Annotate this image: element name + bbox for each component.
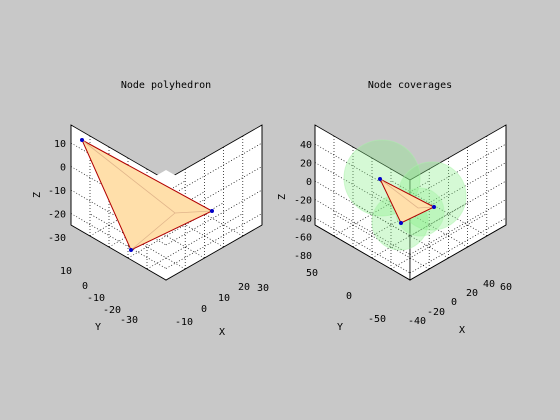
- gridline: [390, 213, 487, 270]
- left-title: Node polyhedron: [121, 80, 211, 91]
- x-tick-label: -10: [175, 317, 193, 328]
- x-tick-label: -40: [408, 316, 426, 327]
- left-polyhedron: [80, 138, 214, 252]
- z-tick-label: -20: [48, 210, 66, 221]
- polyhedron-inner-edge-2: [130, 212, 176, 251]
- x-tick-label: 20: [466, 288, 478, 299]
- gridline: [372, 191, 468, 248]
- polyhedron-inner-edge: [379, 178, 435, 209]
- y-tick-label: 10: [60, 266, 72, 277]
- gridline: [314, 217, 411, 274]
- polyhedron-node: [129, 248, 133, 252]
- right-title: Node coverages: [368, 80, 452, 91]
- y-tick-label: -10: [87, 293, 105, 304]
- z-tick-label: -80: [294, 251, 312, 262]
- right-ylabel: Y: [337, 322, 343, 333]
- polyhedron-node: [378, 177, 382, 181]
- left-xlabel: X: [219, 327, 225, 338]
- gridline: [409, 199, 507, 255]
- gridline: [314, 143, 411, 200]
- gridline: [334, 213, 430, 270]
- right-z-ticks: 40 20 0 -20 -40 -60 -80: [294, 140, 312, 262]
- z-tick-label: -40: [294, 214, 312, 225]
- z-tick-label: 0: [306, 177, 312, 188]
- polyhedron-face: [80, 138, 214, 251]
- x-tick-label: 20: [238, 282, 250, 293]
- left-ylabel: Y: [95, 322, 101, 333]
- left-z-ticks: 10 0 -10 -20 -30: [48, 139, 66, 244]
- right-y-ticks: 50 0 -50: [306, 268, 386, 325]
- gridline: [409, 143, 507, 200]
- x-tick-label: 60: [500, 282, 512, 293]
- gridline: [165, 189, 263, 246]
- right-box-edges: [314, 125, 507, 281]
- left-axes: Node polyhedron 100-10-20-30 100-10-20-3…: [32, 80, 269, 338]
- y-tick-label: -20: [103, 305, 121, 316]
- gridline: [371, 202, 468, 259]
- polyhedron-node: [210, 209, 214, 213]
- x-tick-label: -20: [427, 307, 445, 318]
- right-zlabel: Z: [277, 194, 288, 200]
- z-tick-label: 20: [300, 159, 312, 170]
- y-tick-label: 50: [306, 268, 318, 279]
- y-tick-label: -50: [368, 314, 386, 325]
- left-y-ticks: 10 0-10-20-30: [60, 266, 138, 326]
- right-polyhedron: [378, 177, 436, 225]
- x-tick-label: 30: [257, 283, 269, 294]
- z-tick-label: -30: [48, 233, 66, 244]
- gridline: [409, 180, 507, 237]
- polyhedron-node: [399, 221, 403, 225]
- polyhedron-node: [80, 138, 84, 142]
- z-tick-label: 0: [60, 163, 66, 174]
- gridline: [353, 202, 449, 259]
- x-tick-label: 0: [201, 304, 207, 315]
- right-x-ticks: -40-20 0 20 40 60: [408, 279, 512, 327]
- z-tick-label: 40: [300, 140, 312, 151]
- gridline: [314, 162, 411, 218]
- gridline: [333, 180, 430, 237]
- gridline: [391, 180, 487, 237]
- gridline: [127, 202, 224, 259]
- gridline: [165, 213, 263, 269]
- polyhedron-node: [432, 205, 436, 209]
- z-tick-label: -20: [294, 196, 312, 207]
- y-tick-label: -30: [120, 315, 138, 326]
- left-x-ticks: -10 0 10 20 30: [175, 282, 269, 328]
- x-tick-label: 10: [218, 293, 230, 304]
- x-tick-label: 40: [483, 279, 495, 290]
- y-tick-label: 0: [82, 281, 88, 292]
- z-tick-label: -10: [48, 186, 66, 197]
- left-zlabel: Z: [32, 192, 43, 198]
- z-tick-label: 10: [54, 139, 66, 150]
- z-tick-label: -60: [294, 233, 312, 244]
- gridline: [70, 213, 167, 269]
- gridline: [409, 217, 507, 274]
- y-tick-label: 0: [346, 291, 352, 302]
- gridline: [146, 213, 243, 270]
- left-box-edges: [70, 125, 263, 281]
- polyhedron-face: [378, 177, 436, 224]
- right-xlabel: X: [459, 325, 465, 336]
- x-tick-label: 0: [451, 297, 457, 308]
- gridline: [165, 142, 263, 199]
- gridline: [314, 199, 411, 255]
